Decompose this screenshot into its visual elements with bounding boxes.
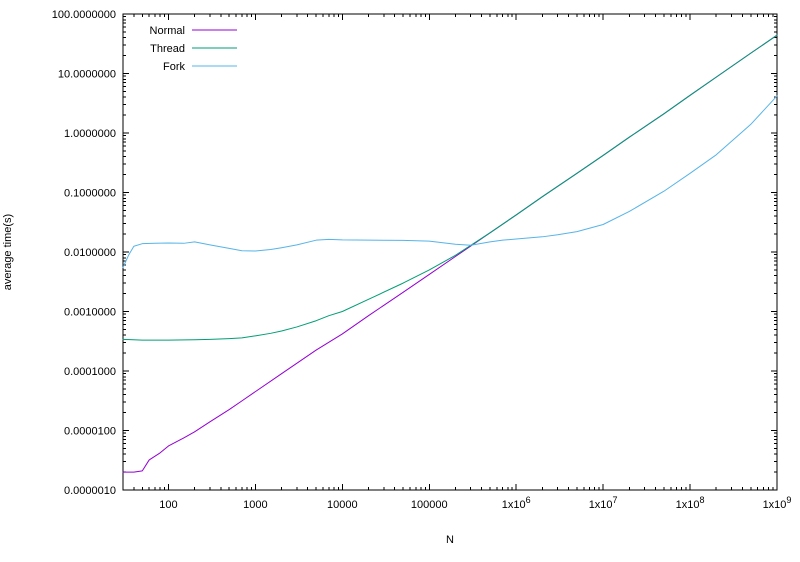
x-tick-labels: 100 1000 10000 100000 1x106 1x107 1x108 1x109 (159, 495, 791, 511)
x-tick-label: 100 (159, 499, 177, 511)
legend-label: Normal (150, 25, 185, 37)
x-axis-label: N (446, 534, 454, 546)
series-line-thread (122, 34, 778, 341)
x-tick-label: 100000 (411, 499, 448, 511)
legend-label: Fork (163, 61, 186, 73)
x-tick-label: 1x107 (589, 495, 618, 511)
x-tick-label: 1x108 (676, 495, 705, 511)
y-tick-labels: 100.0000000 10.0000000 1.0000000 0.1000000 0… (52, 9, 116, 497)
y-tick-label: 0.1000000 (64, 188, 116, 200)
y-tick-label: 1.0000000 (64, 128, 116, 140)
series-line-fork (122, 95, 778, 268)
x-tick-label: 1000 (243, 499, 267, 511)
y-tick-label: 0.0010000 (64, 307, 116, 319)
legend-entry-fork: Fork (163, 61, 237, 73)
legend: Normal Thread Fork (150, 25, 237, 73)
y-tick-label: 100.0000000 (52, 9, 116, 21)
y-axis-label: average time(s) (2, 214, 14, 290)
x-tick-label: 1x106 (502, 495, 531, 511)
y-tick-label: 0.0000010 (64, 485, 116, 497)
plot-border (122, 13, 778, 491)
x-tick-label: 1x109 (763, 495, 792, 511)
legend-entry-thread: Thread (150, 43, 237, 55)
y-tick-label: 10.0000000 (58, 69, 116, 81)
legend-label: Thread (150, 43, 185, 55)
y-tick-label: 0.0000100 (64, 426, 116, 438)
y-tick-label: 0.0001000 (64, 366, 116, 378)
series-line-normal (122, 34, 778, 473)
legend-entry-normal: Normal (150, 25, 237, 37)
y-tick-label: 0.0100000 (64, 247, 116, 259)
tick-marks (123, 13, 778, 491)
series-lines (122, 34, 778, 473)
x-tick-label: 10000 (327, 499, 358, 511)
